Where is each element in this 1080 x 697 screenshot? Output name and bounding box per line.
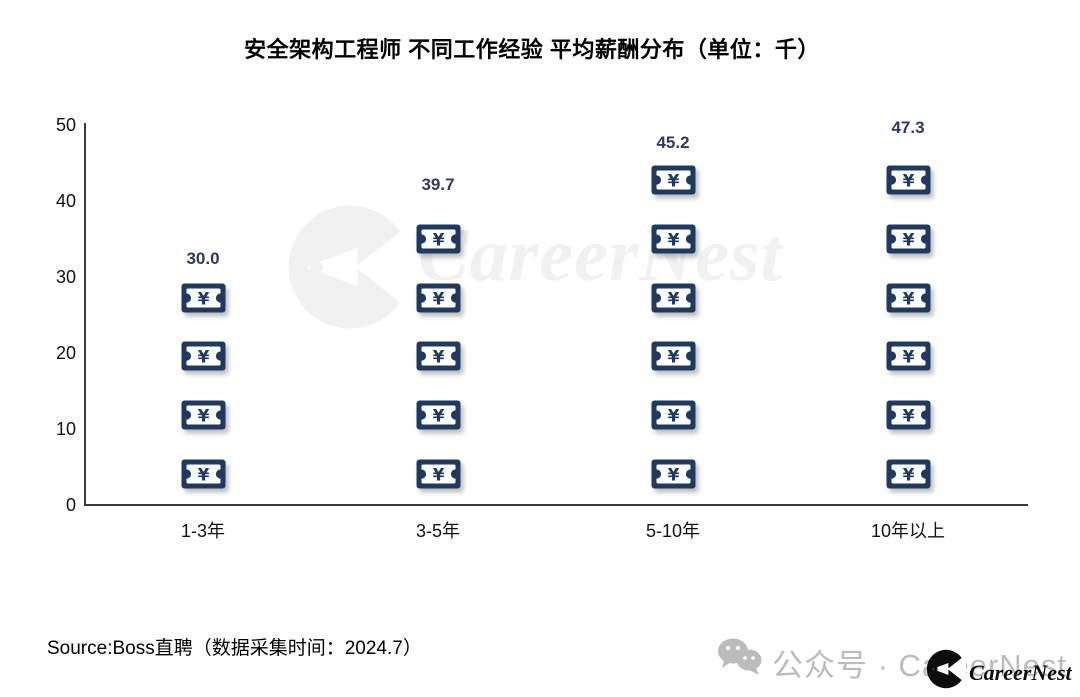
- value-label: 45.2: [656, 133, 690, 153]
- x-tick-label: 5-10年: [645, 521, 701, 541]
- banknote-yuan-icon: ¥: [886, 165, 931, 195]
- svg-text:¥: ¥: [902, 348, 914, 368]
- banknote-yuan-icon: ¥: [416, 224, 461, 254]
- careernest-watermark-text: CareerNest: [418, 213, 783, 297]
- value-label: 30.0: [186, 249, 220, 268]
- banknote-yuan-icon: ¥: [651, 224, 696, 254]
- y-tick-label: 0: [65, 495, 76, 515]
- x-axis-line: [84, 504, 1028, 506]
- wechat-account-watermark: 公众号 · CareerNest: [772, 648, 1068, 683]
- x-tick-label: 1-3年: [180, 521, 225, 541]
- y-tick-label: 10: [55, 419, 76, 439]
- y-tick-label: 40: [55, 191, 76, 211]
- banknote-yuan-icon: ¥: [651, 459, 696, 489]
- banknote-yuan-icon: ¥: [416, 400, 461, 430]
- banknote-yuan-icon: ¥: [416, 459, 461, 489]
- svg-text:¥: ¥: [902, 230, 914, 250]
- banknote-yuan-icon: ¥: [416, 341, 461, 371]
- y-tick-label: 50: [55, 115, 76, 135]
- banknote-yuan-icon: ¥: [886, 224, 931, 254]
- banknote-yuan-icon: ¥: [886, 459, 931, 489]
- banknote-yuan-icon: ¥: [181, 459, 226, 489]
- banknote-yuan-icon: ¥: [886, 283, 931, 313]
- y-axis-line: [84, 123, 86, 506]
- svg-text:¥: ¥: [902, 289, 914, 309]
- banknote-yuan-icon: ¥: [651, 283, 696, 313]
- careernest-brand-text: CareerNest: [969, 660, 1072, 685]
- source-note: Source:Boss直聘（数据采集时间：2024.7）: [47, 638, 422, 659]
- svg-text:¥: ¥: [667, 172, 679, 192]
- svg-text:¥: ¥: [432, 348, 444, 368]
- careernest-watermark-logo-icon: [286, 203, 414, 331]
- svg-text:¥: ¥: [197, 289, 209, 309]
- value-label: 47.3: [891, 117, 925, 137]
- x-tick-label: 10年以上: [870, 521, 946, 541]
- chart-title: 安全架构工程师 不同工作经验 平均薪酬分布（单位：千）: [244, 37, 820, 62]
- banknote-yuan-icon: ¥: [651, 341, 696, 371]
- y-tick-label: 30: [55, 267, 76, 287]
- svg-text:¥: ¥: [902, 407, 914, 427]
- banknote-yuan-icon: ¥: [181, 400, 226, 430]
- x-tick-label: 3-5年: [415, 521, 460, 541]
- svg-text:¥: ¥: [902, 466, 914, 486]
- banknote-yuan-icon: ¥: [651, 400, 696, 430]
- svg-text:¥: ¥: [667, 407, 679, 427]
- banknote-yuan-icon: ¥: [651, 165, 696, 195]
- svg-text:¥: ¥: [667, 348, 679, 368]
- svg-text:¥: ¥: [432, 289, 444, 309]
- value-label: 39.7: [421, 175, 455, 195]
- svg-text:¥: ¥: [667, 289, 679, 309]
- svg-text:¥: ¥: [667, 230, 679, 250]
- svg-text:¥: ¥: [432, 466, 444, 486]
- careernest-logo-icon: [926, 649, 966, 689]
- banknote-yuan-icon: ¥: [886, 341, 931, 371]
- svg-text:¥: ¥: [902, 172, 914, 192]
- banknote-yuan-icon: ¥: [181, 283, 226, 313]
- wechat-icon: [716, 637, 764, 677]
- svg-text:¥: ¥: [197, 348, 209, 368]
- svg-text:¥: ¥: [667, 466, 679, 486]
- svg-text:¥: ¥: [197, 466, 209, 486]
- y-tick-label: 20: [55, 343, 76, 363]
- banknote-yuan-icon: ¥: [181, 341, 226, 371]
- banknote-yuan-icon: ¥: [886, 400, 931, 430]
- svg-text:¥: ¥: [432, 230, 444, 250]
- svg-text:¥: ¥: [197, 407, 209, 427]
- svg-text:¥: ¥: [432, 407, 444, 427]
- banknote-yuan-icon: ¥: [416, 283, 461, 313]
